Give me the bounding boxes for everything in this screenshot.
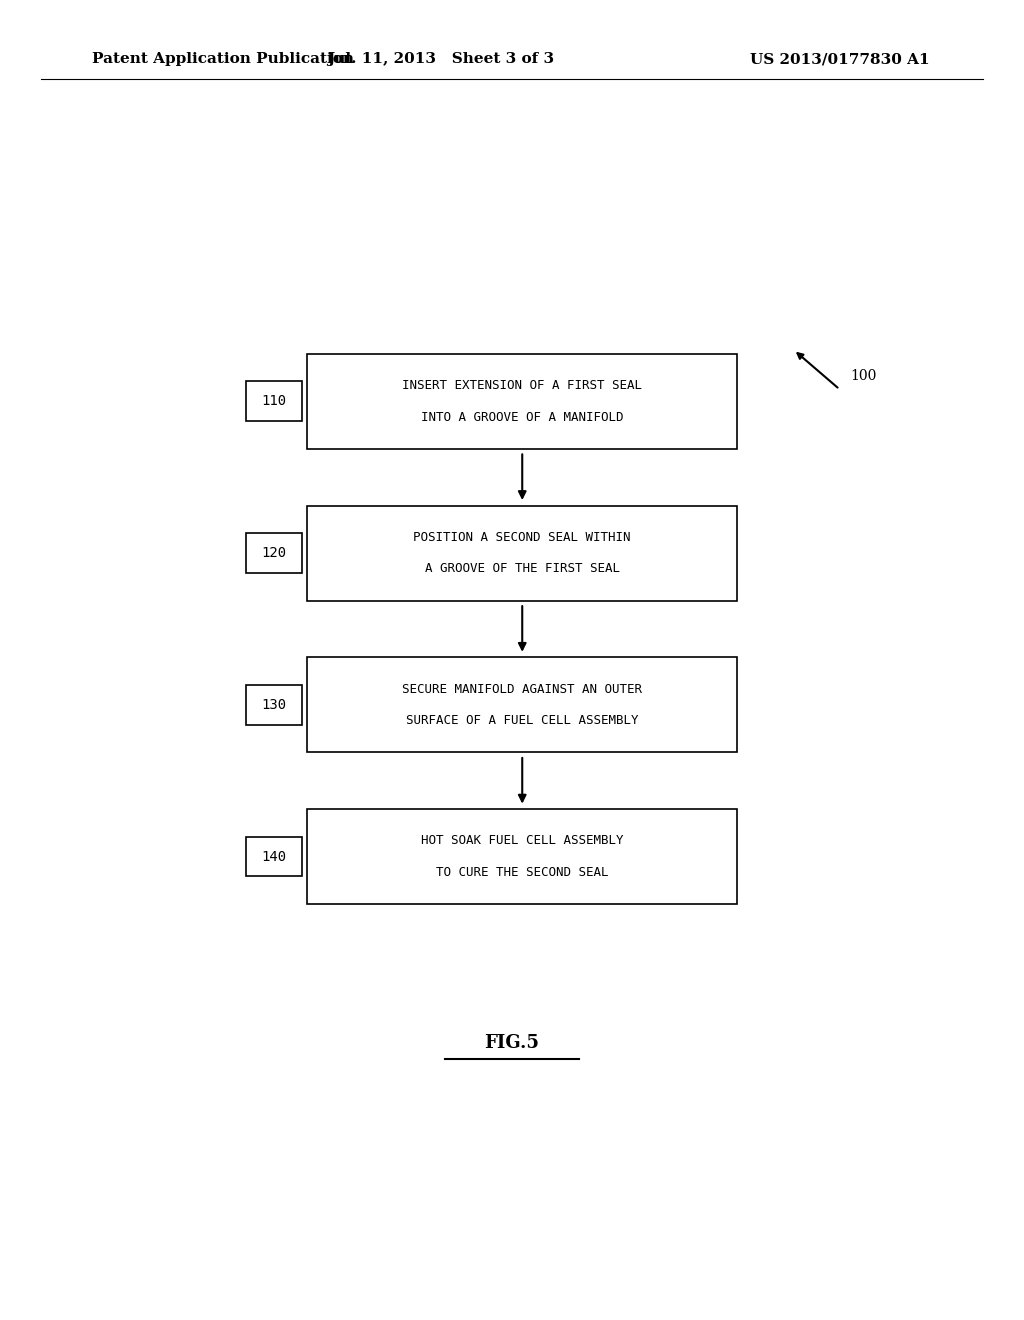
Text: SECURE MANIFOLD AGAINST AN OUTER: SECURE MANIFOLD AGAINST AN OUTER [402,682,642,696]
Text: 130: 130 [261,698,287,711]
Text: 100: 100 [850,368,877,383]
Text: FIG.5: FIG.5 [484,1034,540,1052]
FancyBboxPatch shape [307,657,737,752]
Text: 120: 120 [261,546,287,560]
FancyBboxPatch shape [246,533,302,573]
Text: TO CURE THE SECOND SEAL: TO CURE THE SECOND SEAL [436,866,608,879]
FancyBboxPatch shape [246,685,302,725]
Text: POSITION A SECOND SEAL WITHIN: POSITION A SECOND SEAL WITHIN [414,531,631,544]
Text: US 2013/0177830 A1: US 2013/0177830 A1 [750,53,930,66]
Text: 140: 140 [261,850,287,863]
Text: INSERT EXTENSION OF A FIRST SEAL: INSERT EXTENSION OF A FIRST SEAL [402,379,642,392]
Text: 110: 110 [261,395,287,408]
FancyBboxPatch shape [307,809,737,904]
FancyBboxPatch shape [246,837,302,876]
Text: SURFACE OF A FUEL CELL ASSEMBLY: SURFACE OF A FUEL CELL ASSEMBLY [406,714,639,727]
FancyBboxPatch shape [307,506,737,601]
Text: HOT SOAK FUEL CELL ASSEMBLY: HOT SOAK FUEL CELL ASSEMBLY [421,834,624,847]
Text: Jul. 11, 2013   Sheet 3 of 3: Jul. 11, 2013 Sheet 3 of 3 [327,53,554,66]
Text: A GROOVE OF THE FIRST SEAL: A GROOVE OF THE FIRST SEAL [425,562,620,576]
FancyBboxPatch shape [246,381,302,421]
Text: INTO A GROOVE OF A MANIFOLD: INTO A GROOVE OF A MANIFOLD [421,411,624,424]
Text: Patent Application Publication: Patent Application Publication [92,53,354,66]
FancyBboxPatch shape [307,354,737,449]
